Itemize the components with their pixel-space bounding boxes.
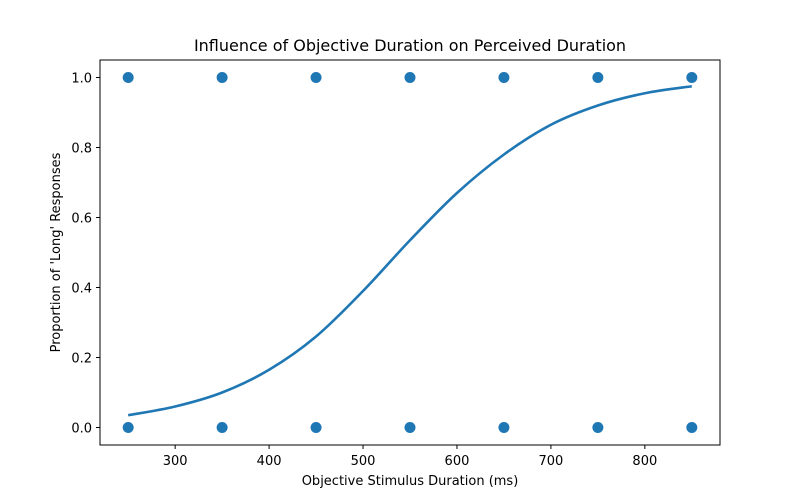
scatter-point — [498, 72, 510, 83]
scatter-point — [592, 422, 604, 433]
y-tick-label: 0.8 — [71, 142, 92, 157]
y-tick-label: 0.4 — [71, 282, 92, 297]
x-tick-label: 800 — [632, 454, 657, 469]
scatter-point — [310, 422, 322, 433]
plot-frame — [99, 59, 721, 446]
scatter-point — [686, 422, 698, 433]
scatter-point — [122, 72, 134, 83]
y-tick-label: 1.0 — [71, 72, 92, 87]
x-tick-label: 600 — [445, 454, 470, 469]
x-axis-label: Objective Stimulus Duration (ms) — [302, 474, 519, 489]
fit-curve-layer — [127, 84, 693, 417]
x-axis: 300 400 500 600 700 800 — [163, 445, 657, 469]
scatter-point — [404, 72, 416, 83]
scatter-point — [592, 72, 604, 83]
y-tick-label: 0.6 — [71, 212, 92, 227]
x-tick-label: 700 — [538, 454, 563, 469]
x-tick-label: 500 — [351, 454, 376, 469]
scatter-point — [216, 72, 228, 83]
scatter-point — [216, 422, 228, 433]
y-tick-label: 0.0 — [71, 422, 92, 437]
chart-title: Influence of Objective Duration on Perce… — [194, 36, 626, 55]
scatter-point — [686, 72, 698, 83]
x-tick-label: 300 — [163, 454, 188, 469]
scatter-point — [310, 72, 322, 83]
scatter-point — [498, 422, 510, 433]
scatter-point — [122, 422, 134, 433]
y-axis-label: Proportion of 'Long' Responses — [49, 152, 64, 352]
x-tick-label: 400 — [257, 454, 282, 469]
fit-curve-line — [127, 84, 693, 417]
plot-area: 300 400 500 600 700 800 0.0 0.2 0.4 0.6 0.8 1.0 — [71, 59, 721, 469]
y-axis: 0.0 0.2 0.4 0.6 0.8 1.0 — [71, 72, 100, 437]
scatter-points-layer — [122, 72, 698, 433]
y-tick-label: 0.2 — [71, 352, 92, 367]
scatter-point — [404, 422, 416, 433]
